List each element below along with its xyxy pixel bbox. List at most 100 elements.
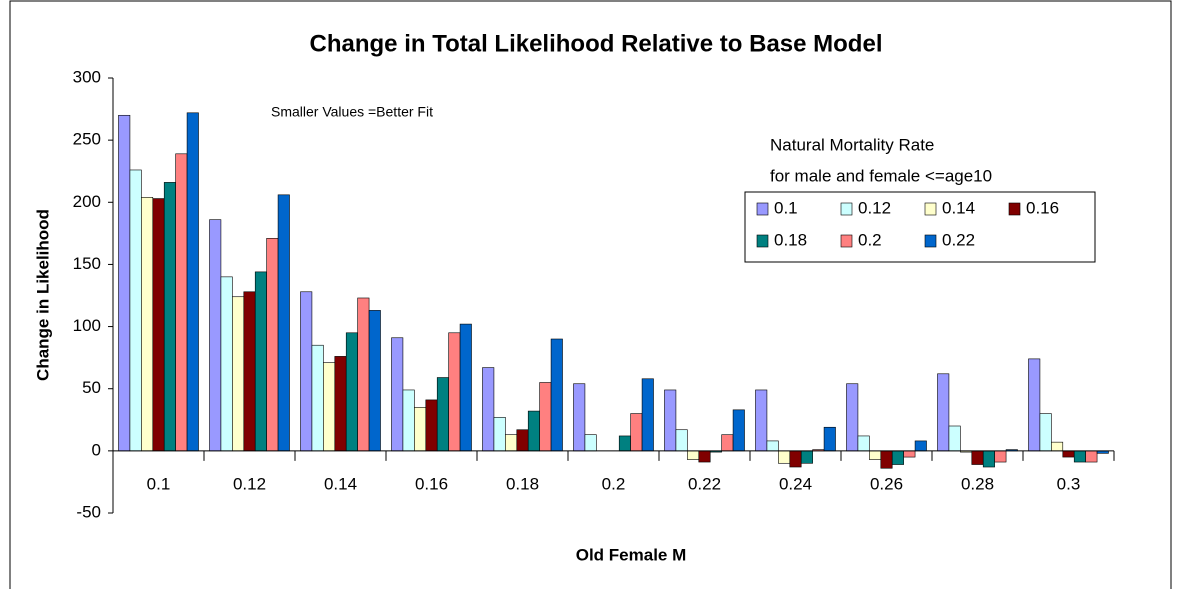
bar [823, 426, 836, 452]
bar [516, 429, 529, 452]
bar [994, 450, 1007, 463]
legend-title: Natural Mortality Rate [770, 135, 934, 154]
bar [1039, 413, 1052, 452]
bar [436, 377, 449, 452]
legend-label: 0.22 [942, 230, 975, 249]
bar [163, 182, 176, 452]
bar [687, 450, 700, 460]
bar [800, 450, 813, 464]
bar [300, 291, 313, 452]
bar [141, 197, 154, 452]
bar [323, 362, 336, 452]
bar [721, 434, 734, 452]
y-tick-label: 150 [73, 254, 101, 273]
bar [368, 310, 381, 452]
x-tick-label: 0.18 [506, 474, 539, 493]
x-tick-label: 0.16 [415, 474, 448, 493]
bar [732, 409, 745, 452]
legend-swatch [924, 202, 937, 216]
x-tick-label: 0.28 [961, 474, 994, 493]
legend-label: 0.1 [774, 198, 798, 217]
bar [903, 450, 916, 458]
bar [675, 429, 688, 452]
bar [459, 323, 472, 452]
bar [527, 410, 540, 452]
bar [175, 153, 188, 452]
bar [186, 112, 199, 452]
bar [755, 389, 768, 452]
y-tick-label: 50 [82, 378, 101, 397]
legend-label: 0.12 [858, 198, 891, 217]
bar [857, 435, 870, 452]
y-tick-label: 250 [73, 130, 101, 149]
bar [778, 450, 791, 464]
legend-box [744, 191, 1096, 263]
x-tick-label: 0.14 [324, 474, 357, 493]
legend-title: for male and female <=age10 [770, 166, 992, 185]
bar [1028, 358, 1041, 452]
bar [1085, 450, 1098, 463]
y-axis-label: Change in Likelihood [33, 209, 52, 381]
x-tick-label: 0.3 [1057, 474, 1081, 493]
legend-swatch [756, 202, 769, 216]
bar [846, 383, 859, 452]
bar [937, 373, 950, 452]
bar [220, 276, 233, 452]
bar [880, 450, 893, 469]
bar [254, 271, 267, 452]
bar [1073, 450, 1086, 463]
bar [482, 367, 495, 452]
bar [414, 407, 427, 452]
bar [630, 413, 643, 452]
x-tick-label: 0.24 [779, 474, 812, 493]
bar [550, 338, 563, 452]
bar [982, 450, 995, 468]
bar [243, 291, 256, 452]
bar [448, 332, 461, 452]
x-tick-label: 0.12 [233, 474, 266, 493]
bar [209, 219, 222, 452]
bar [129, 169, 142, 452]
bar [584, 434, 597, 452]
bar [914, 440, 927, 452]
bar [266, 238, 279, 452]
bar [1051, 441, 1064, 452]
bar [357, 297, 370, 452]
annotation: Smaller Values =Better Fit [271, 104, 433, 120]
x-tick-label: 0.1 [147, 474, 171, 493]
chart-frame [9, 0, 1172, 589]
bar [391, 337, 404, 452]
bar [539, 382, 552, 452]
legend-label: 0.18 [774, 230, 807, 249]
bar [869, 450, 882, 460]
bar [334, 356, 347, 452]
bar [425, 399, 438, 452]
legend-swatch [1008, 202, 1021, 216]
bar [277, 194, 290, 452]
bar [402, 389, 415, 452]
legend-swatch [924, 234, 937, 248]
legend-label: 0.16 [1026, 198, 1059, 217]
x-tick-label: 0.26 [870, 474, 903, 493]
bar [573, 383, 586, 452]
y-tick-label: 200 [73, 192, 101, 211]
y-tick-label: 100 [73, 316, 101, 335]
bar [345, 332, 358, 452]
bar [311, 344, 324, 452]
legend-swatch [840, 202, 853, 216]
bar [232, 296, 245, 452]
bar [118, 114, 131, 452]
bar [664, 389, 677, 452]
bar [766, 440, 779, 452]
x-axis-label: Old Female M [576, 545, 687, 564]
legend-swatch [756, 234, 769, 248]
legend-label: 0.2 [858, 230, 882, 249]
bar [789, 450, 802, 468]
bar [891, 450, 904, 465]
bar [493, 416, 506, 452]
bar [641, 378, 654, 452]
bar [971, 450, 984, 465]
legend-swatch [840, 234, 853, 248]
bar [948, 425, 961, 452]
